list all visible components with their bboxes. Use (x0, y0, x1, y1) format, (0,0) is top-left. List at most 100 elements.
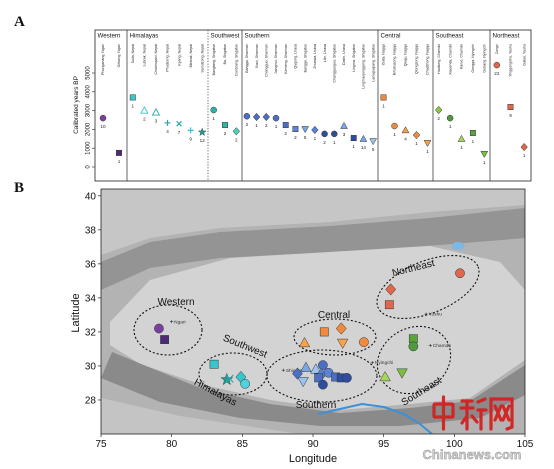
site-marker (493, 61, 501, 69)
site-label: Qiongzong, Nagqu (415, 44, 419, 74)
site-label: Dashi, Lhasa (342, 44, 346, 65)
region-header: Himalayas (130, 33, 159, 40)
basin-area (101, 189, 525, 255)
y-axis-title: Latitude (70, 293, 82, 332)
site-marker (129, 94, 136, 101)
region-header: Western (98, 33, 121, 40)
site-count-label: 2 (323, 140, 326, 145)
map-point (314, 373, 324, 383)
site-count-label: 5 (304, 135, 307, 140)
site-label: Lingmaojonggong, Shigatse (362, 44, 366, 89)
y-tick-label: 28 (85, 395, 97, 406)
site-count-label: 1 (333, 140, 336, 145)
site-marker (210, 106, 217, 114)
site-label: Changguo, Shannan (264, 44, 268, 77)
map-point (310, 363, 322, 374)
map-region-label: Western (157, 297, 194, 308)
site-marker (99, 114, 107, 122)
site-label: Bangge, Shigatse (303, 44, 307, 72)
site-count-label: 7 (178, 130, 181, 135)
map-region-label: Central (318, 310, 350, 321)
site-marker (457, 134, 466, 142)
site-label: Karuo, Chamdo (460, 44, 464, 69)
site-marker (243, 112, 251, 120)
place-name: Yushu (429, 312, 443, 318)
y-tick-label: 5000 (86, 66, 92, 80)
x-tick-label: 90 (307, 439, 319, 450)
site-marker (391, 122, 398, 130)
site-count-label: 22 (494, 71, 500, 76)
site-marker (435, 105, 443, 115)
site-count-label: 1 (314, 136, 317, 141)
site-count-label: 3 (343, 132, 346, 137)
x-axis-title: Longitude (289, 453, 337, 465)
map-point (342, 373, 352, 383)
map-point (318, 379, 328, 390)
site-marker (321, 130, 328, 138)
region-ellipse (133, 304, 203, 356)
site-label: Suila, Nepal (131, 44, 135, 64)
site-marker (222, 122, 228, 129)
x-tick-label: 85 (237, 439, 249, 450)
y-tick-label: 3000 (86, 103, 92, 117)
site-marker (232, 127, 240, 136)
site-label: Yinggongshu, Yushu (509, 44, 513, 77)
himalaya-range (101, 352, 525, 426)
site-count-label: 1 (212, 116, 215, 121)
x-tick-label: 80 (166, 439, 178, 450)
y-tick-label: 36 (85, 259, 97, 270)
map-point (384, 300, 394, 310)
site-label: Zhuowa, Lhasa (313, 44, 317, 69)
site-marker (412, 130, 421, 140)
river-line (317, 402, 433, 434)
site-marker (292, 126, 299, 132)
map-point (298, 336, 311, 348)
site-count-label: 1 (393, 132, 396, 137)
site-label: Kyang, Nepal (177, 44, 181, 66)
site-count-label: 2 (143, 117, 146, 122)
site-marker (480, 151, 489, 158)
site-label: Haidiong, Chamdo (437, 44, 441, 74)
x-tick-label: 95 (378, 439, 390, 450)
site-count-label: 1 (483, 160, 486, 165)
site-label: Kemeng, Shannan (284, 44, 288, 74)
site-marker (272, 114, 280, 122)
site-label: Lilin, Lhasa (323, 44, 327, 62)
map-point (335, 322, 347, 335)
y-tick-label: 34 (85, 293, 97, 304)
site-label: Jiangmu, Shannan (274, 44, 278, 74)
site-label: Bihuliuzong, Nagqu (393, 44, 397, 75)
watermark: Chinanews.com (422, 395, 522, 462)
site-marker (116, 149, 122, 156)
site-count-label: 1 (426, 149, 429, 154)
site-count-label: 1 (415, 141, 418, 146)
site-label: Qugong, Lhasa (294, 44, 298, 69)
site-label: Lingma, Shigatse (352, 44, 356, 72)
site-marker (262, 112, 270, 122)
place-name: Ngari (174, 319, 185, 325)
plateau-area (110, 246, 525, 410)
site-count-label: 1 (132, 103, 135, 108)
map-point (379, 370, 391, 382)
place-marker-icon (281, 368, 285, 372)
site-marker (311, 125, 319, 135)
site-marker (140, 106, 149, 114)
site-label: Dunbrang, Shigatse (235, 44, 239, 76)
map-point (292, 367, 303, 380)
map-point (455, 268, 465, 279)
site-label: Gatuo, Yushu (522, 44, 526, 66)
site-count-label: 14 (361, 145, 367, 150)
site-marker (252, 112, 261, 122)
map-point (240, 378, 251, 389)
region-header: Southeast (436, 33, 464, 40)
map-point (300, 361, 312, 372)
site-label: Lanuqiuqiang, Shigatse (371, 44, 375, 82)
map-point (209, 359, 219, 369)
site-marker (340, 121, 348, 129)
place-marker-icon (424, 312, 428, 316)
site-count-label: 12 (200, 138, 206, 143)
y-tick-label: 32 (85, 327, 97, 338)
lowland-area (101, 398, 300, 434)
site-marker (520, 142, 528, 152)
